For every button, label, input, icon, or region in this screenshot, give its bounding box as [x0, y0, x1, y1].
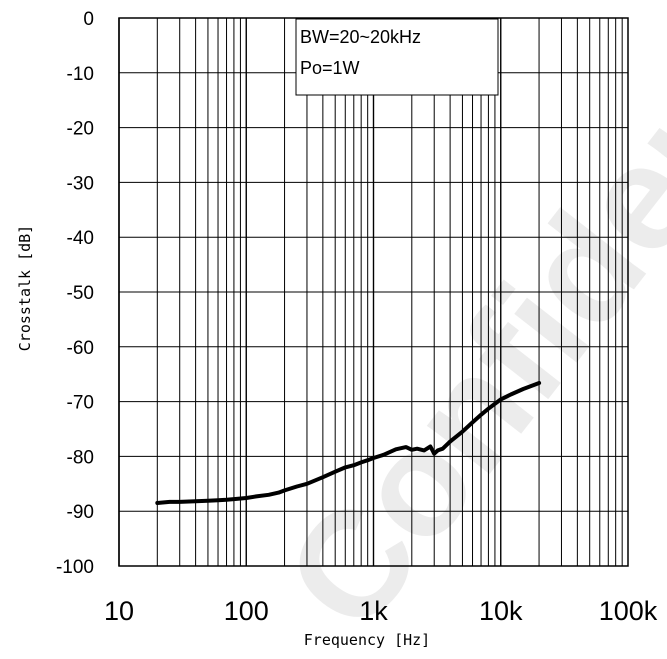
x-tick-label: 100k — [599, 596, 658, 626]
y-tick-label: -10 — [67, 64, 94, 85]
y-tick-label: -70 — [67, 393, 94, 414]
x-tick-label: 10k — [479, 596, 523, 626]
x-tick-label: 10 — [104, 596, 134, 626]
series-line-crosstalk — [155, 381, 542, 505]
y-tick-label: -90 — [67, 502, 94, 523]
y-tick-label: -50 — [67, 283, 94, 304]
y-tick-label: -40 — [67, 228, 94, 249]
watermark-text: Confidential — [253, 0, 667, 659]
y-axis-label: Crosstalk [dB] — [16, 225, 34, 351]
x-tick-label: 100 — [224, 596, 269, 626]
x-axis-ticks: 10 100 1k 10k 100k — [104, 596, 658, 626]
series-layer — [155, 381, 542, 505]
y-tick-label: -100 — [56, 557, 94, 578]
plot-border — [118, 17, 629, 567]
y-tick-label: -20 — [67, 119, 94, 140]
annotation-bandwidth: BW=20~20kHz — [300, 27, 421, 47]
watermark: Confidential — [253, 0, 667, 659]
y-tick-label: -60 — [67, 338, 94, 359]
y-tick-label: -80 — [67, 447, 94, 468]
y-tick-label: -30 — [67, 173, 94, 194]
x-tick-label: 1k — [359, 596, 388, 626]
y-axis-ticks: 0 -10 -20 -30 -40 -50 -60 -70 -80 -90 -100 — [56, 9, 94, 578]
legend-box: BW=20~20kHz Po=1W — [295, 18, 499, 96]
y-tick-label: 0 — [83, 9, 94, 30]
x-axis-label: Frequency [Hz] — [304, 631, 430, 649]
annotation-power: Po=1W — [300, 58, 360, 78]
